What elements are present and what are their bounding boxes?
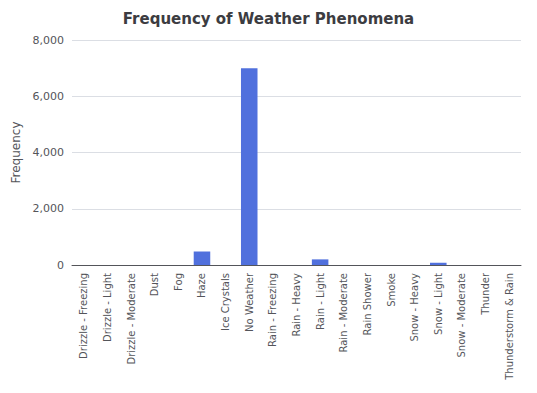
- svg-text:Drizzle - Moderate: Drizzle - Moderate: [126, 273, 137, 365]
- svg-text:6,000: 6,000: [33, 90, 65, 103]
- svg-text:Rain - Moderate: Rain - Moderate: [338, 273, 349, 353]
- svg-text:Smoke: Smoke: [386, 273, 397, 307]
- svg-text:Ice Crystals: Ice Crystals: [220, 273, 231, 331]
- svg-text:Snow - Moderate: Snow - Moderate: [456, 273, 467, 358]
- svg-text:Thunderstorm & Rain: Thunderstorm & Rain: [504, 273, 515, 381]
- svg-text:Dust: Dust: [149, 273, 160, 296]
- svg-text:2,000: 2,000: [33, 202, 65, 215]
- svg-text:Snow - Heavy: Snow - Heavy: [409, 273, 420, 342]
- svg-text:Rain - Heavy: Rain - Heavy: [291, 273, 302, 337]
- svg-text:Thunder: Thunder: [480, 272, 491, 316]
- svg-text:Snow - Light: Snow - Light: [433, 273, 444, 335]
- svg-text:Rain - Freezing: Rain - Freezing: [267, 273, 278, 347]
- svg-text:Frequency: Frequency: [9, 122, 23, 184]
- svg-text:Fog: Fog: [173, 273, 184, 291]
- svg-text:8,000: 8,000: [33, 34, 65, 47]
- svg-text:Frequency of Weather Phenomena: Frequency of Weather Phenomena: [123, 10, 414, 28]
- svg-text:Drizzle - Light: Drizzle - Light: [102, 273, 113, 342]
- svg-text:4,000: 4,000: [33, 146, 65, 159]
- svg-text:Rain Shower: Rain Shower: [362, 272, 373, 335]
- svg-text:No Weather: No Weather: [244, 272, 255, 332]
- svg-text:0: 0: [57, 259, 64, 272]
- svg-text:Rain - Light: Rain - Light: [315, 273, 326, 330]
- svg-text:Haze: Haze: [196, 273, 207, 298]
- svg-text:Drizzle - Freezing: Drizzle - Freezing: [78, 273, 89, 359]
